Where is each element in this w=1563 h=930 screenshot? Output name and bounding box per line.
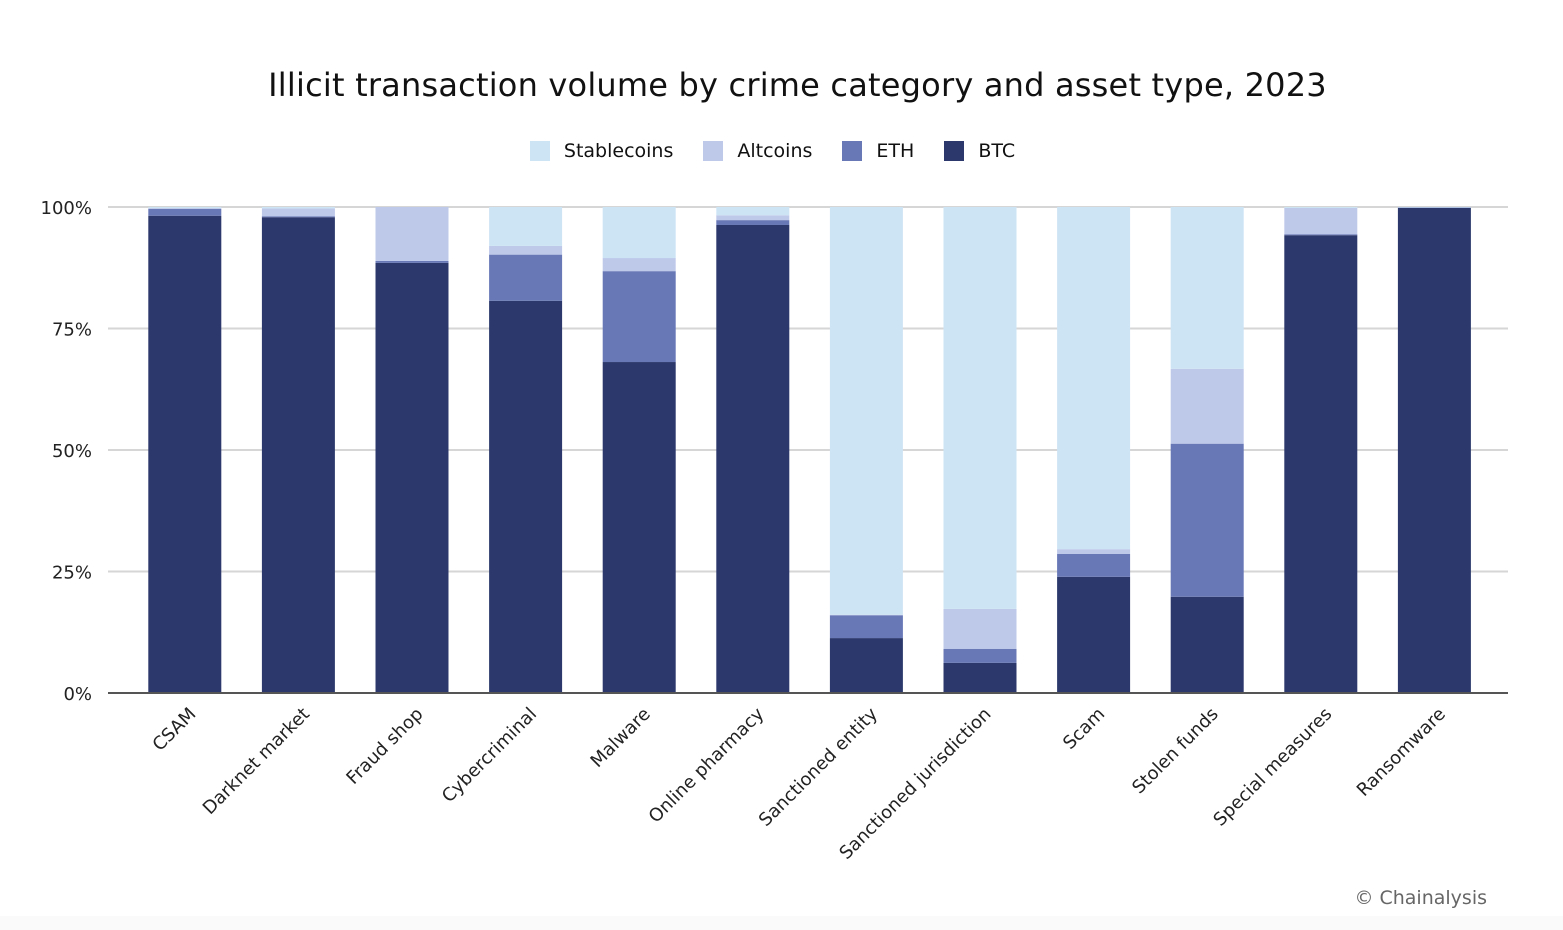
y-tick-label: 100% <box>41 198 92 219</box>
bar-segment-btc <box>1170 596 1244 693</box>
bar-segment-eth <box>1170 443 1244 597</box>
bar-stack <box>1284 207 1358 694</box>
bar-segment-btc <box>1397 207 1471 694</box>
bar-segment-stablecoins <box>1170 207 1244 369</box>
bar-segment-btc <box>1284 235 1358 694</box>
bar-segment-btc <box>489 300 563 693</box>
bar-segment-stablecoins <box>148 207 222 208</box>
legend-label: Stablecoins <box>563 140 674 162</box>
bar-segment-altcoins <box>148 207 222 209</box>
x-tick-label: Cybercriminal <box>438 704 541 807</box>
y-tick-label: 25% <box>52 563 92 584</box>
x-tick-label: Fraud shop <box>342 704 427 789</box>
bar-segment-altcoins <box>375 207 449 261</box>
legend-swatch <box>529 141 550 161</box>
bar-stack <box>261 207 335 693</box>
bar-segment-altcoins <box>489 245 563 255</box>
chart-title: Illicit transaction volume by crime cate… <box>268 66 1327 104</box>
footer-strip <box>0 916 1563 930</box>
legend-swatch <box>944 141 965 161</box>
bar-segment-stablecoins <box>489 207 563 246</box>
legend-item-eth: ETH <box>842 140 914 162</box>
legend-item-stablecoins: Stablecoins <box>529 140 674 162</box>
bar-segment-btc <box>148 215 222 694</box>
bar-stack <box>375 207 449 693</box>
bar-segment-stablecoins <box>829 207 903 615</box>
bar-segment-altcoins <box>829 614 903 616</box>
bar-stack <box>602 207 676 693</box>
y-tick-label: 50% <box>52 441 92 462</box>
bar-segment-btc <box>716 224 790 693</box>
bar-segment-eth <box>716 220 790 225</box>
bar-stack <box>829 207 903 693</box>
x-tick-label: CSAM <box>149 704 201 756</box>
x-tick-label: Online pharmacy <box>645 703 769 827</box>
bar-segment-stablecoins <box>1057 207 1131 550</box>
bar-segment-btc <box>602 362 676 693</box>
bar-segment-altcoins <box>1170 368 1244 444</box>
bar-segment-eth <box>148 208 222 216</box>
bar-stack <box>1397 207 1471 694</box>
bar-segment-stablecoins <box>261 207 335 209</box>
bar-segment-altcoins <box>1057 549 1131 555</box>
x-tick-label: Malware <box>587 704 655 772</box>
bar-segment-altcoins <box>716 215 790 221</box>
bar-segment-btc <box>1057 576 1131 693</box>
bar-segment-eth <box>489 254 563 301</box>
bar-stack <box>1170 207 1244 693</box>
bar-segment-stablecoins <box>1284 207 1358 208</box>
y-tick-label: 0% <box>63 684 92 705</box>
bar-segment-eth <box>1057 554 1131 577</box>
legend-item-btc: BTC <box>944 140 1015 162</box>
bar-stack <box>716 207 790 693</box>
bar-segment-altcoins <box>261 208 335 217</box>
x-tick-label: Stolen funds <box>1128 704 1223 799</box>
bar-stack <box>1057 207 1131 693</box>
x-tick-label: Ransomware <box>1353 704 1450 801</box>
legend-item-altcoins: Altcoins <box>703 140 812 162</box>
bar-segment-eth <box>261 216 335 218</box>
bar-segment-btc <box>829 638 903 693</box>
x-tick-label: Sanctioned entity <box>755 703 882 830</box>
y-tick-label: 75% <box>52 320 92 341</box>
bar-segment-eth <box>943 648 1017 663</box>
legend-label: BTC <box>978 140 1016 162</box>
bar-segment-eth <box>375 260 449 263</box>
bar-segment-eth <box>602 271 676 363</box>
bar-segment-stablecoins <box>602 207 676 259</box>
legend-swatch <box>842 141 863 161</box>
bar-stack <box>489 207 563 693</box>
bar-segment-stablecoins <box>1397 207 1471 208</box>
bar-segment-eth <box>1284 234 1358 236</box>
bar-segment-btc <box>375 262 449 693</box>
x-tick-label: Scam <box>1059 704 1109 754</box>
bar-stack <box>943 207 1017 693</box>
legend: Stablecoins Altcoins ETH BTC <box>0 140 1545 162</box>
legend-label: ETH <box>876 140 915 162</box>
x-tick-label: Special measures <box>1209 704 1336 831</box>
bar-segment-altcoins <box>1284 207 1358 235</box>
bar-segment-altcoins <box>943 608 1017 649</box>
bar-segment-btc <box>943 662 1017 693</box>
bar-stack <box>148 207 222 694</box>
bar-segment-altcoins <box>602 258 676 272</box>
source-credit: © Chainalysis <box>1354 887 1487 909</box>
bar-segment-stablecoins <box>943 207 1017 609</box>
legend-label: Altcoins <box>737 140 813 162</box>
x-tick-label: Darknet market <box>199 704 314 819</box>
bar-segment-stablecoins <box>716 207 790 216</box>
legend-swatch <box>703 141 724 161</box>
bar-segment-eth <box>829 615 903 639</box>
bar-segment-btc <box>261 217 335 693</box>
